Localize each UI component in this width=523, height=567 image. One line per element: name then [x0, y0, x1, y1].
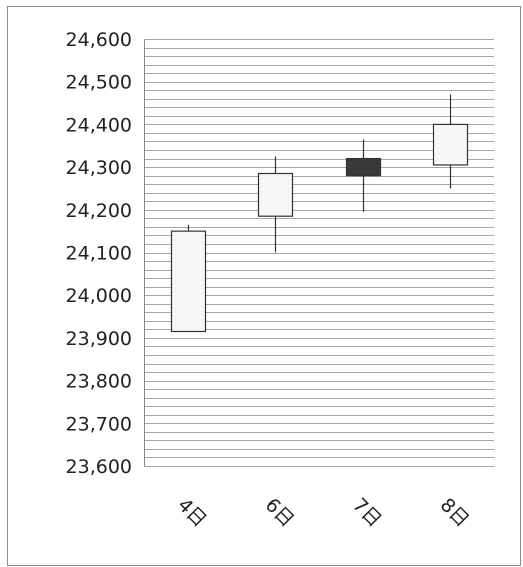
- candle: [432, 94, 469, 189]
- candle-body: [170, 230, 207, 333]
- y-tick-label: 24,300: [66, 157, 132, 179]
- x-tick-label: 4日: [173, 494, 211, 532]
- candle-body: [345, 157, 382, 177]
- y-tick-label: 24,400: [66, 114, 132, 136]
- y-tick-label: 24,600: [66, 29, 132, 51]
- y-tick-label: 23,600: [66, 456, 132, 478]
- y-tick-label: 24,100: [66, 243, 132, 265]
- x-tick-label: 8日: [436, 494, 474, 532]
- x-tick-label: 7日: [348, 494, 386, 532]
- y-tick-label: 23,900: [66, 328, 132, 350]
- candle: [257, 156, 294, 253]
- y-tick-label: 23,700: [66, 413, 132, 435]
- y-tick-label: 24,200: [66, 200, 132, 222]
- candle-body: [432, 123, 469, 166]
- candles: [170, 94, 469, 333]
- candle: [170, 224, 207, 333]
- y-tick-label: 24,000: [66, 285, 132, 307]
- y-axis: 24,600 24,500 24,400 24,300 24,200 24,100 24,0…: [66, 29, 132, 478]
- candle-body: [257, 172, 294, 217]
- y-tick-label: 24,500: [66, 72, 132, 94]
- x-axis: 4日 6日 7日 8日: [173, 494, 473, 532]
- candle: [345, 139, 382, 212]
- x-tick-label: 6日: [261, 494, 299, 532]
- y-tick-label: 23,800: [66, 371, 132, 393]
